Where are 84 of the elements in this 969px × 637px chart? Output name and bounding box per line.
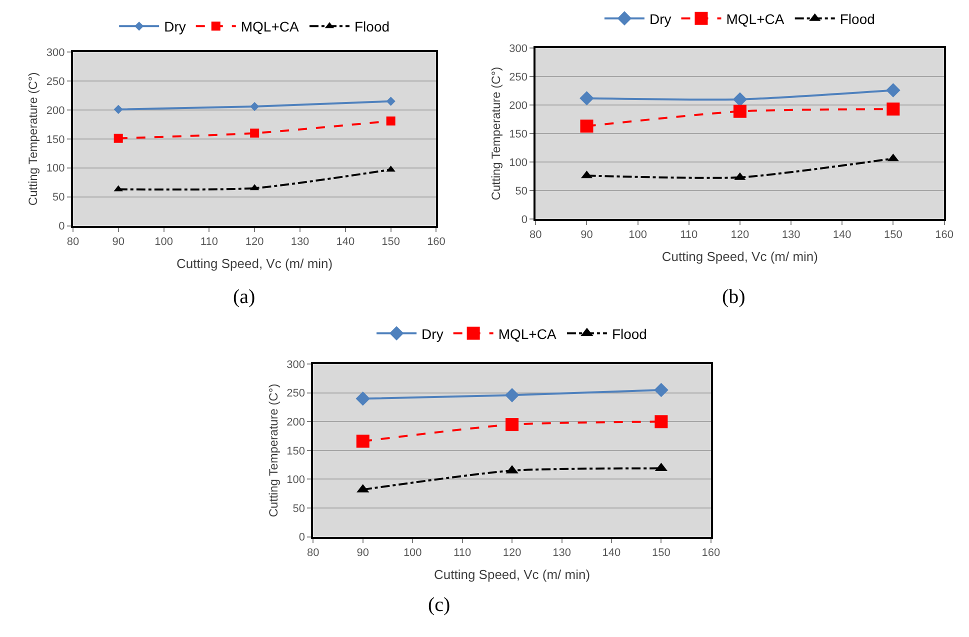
x-tick-label: 150: [652, 546, 670, 559]
x-tick-label: 100: [154, 236, 173, 248]
x-tick-label: 160: [935, 229, 954, 242]
point: [654, 415, 668, 428]
point: [580, 91, 594, 106]
y-tick-label: 100: [509, 156, 528, 169]
y-tick-label: 300: [509, 43, 528, 56]
y-tick-label: 200: [509, 100, 528, 112]
x-tick-label: 120: [730, 229, 750, 242]
point: [356, 391, 370, 406]
y-tick-label: 150: [509, 128, 528, 140]
point: [114, 104, 123, 114]
y-tick-label: 100: [46, 162, 65, 175]
x-tick-label: 90: [356, 546, 370, 559]
point: [250, 128, 260, 138]
y-axis-title: Cutting Temperature (C°): [266, 384, 280, 518]
legend-label: MQL+CA: [240, 18, 300, 35]
legend-label: Flood: [840, 10, 875, 27]
y-tick-label: 300: [286, 358, 305, 371]
x-tick-label: 150: [382, 236, 400, 248]
x-tick-label: 150: [884, 229, 902, 242]
y-axis-title: Cutting Temperature (C°): [488, 66, 503, 200]
y-tick-label: 100: [286, 474, 305, 486]
y-tick-label: 0: [521, 214, 528, 226]
x-tick-label: 160: [702, 546, 720, 559]
y-tick-label: 0: [298, 532, 305, 544]
y-tick-label: 0: [58, 220, 65, 233]
legend-label: MQL+CA: [498, 326, 557, 342]
x-tick-label: 90: [580, 229, 593, 242]
x-tick-label: 120: [245, 236, 264, 248]
y-tick-label: 300: [46, 46, 65, 59]
point: [356, 434, 370, 448]
x-tick-label: 80: [66, 236, 80, 248]
x-tick-label: 80: [307, 546, 320, 559]
text: (c): [428, 594, 450, 616]
x-tick-label: 130: [782, 229, 800, 242]
y-tick-label: 250: [46, 76, 65, 88]
point: [732, 92, 748, 107]
point: [386, 116, 396, 126]
x-tick-label: 90: [112, 236, 124, 248]
y-tick-label: 250: [286, 388, 305, 400]
x-tick-label: 80: [530, 229, 542, 242]
y-tick-label: 150: [46, 134, 65, 146]
point: [654, 382, 668, 398]
legend-label: Flood: [354, 18, 390, 35]
x-tick-label: 160: [427, 236, 446, 248]
point: [580, 120, 594, 133]
y-tick-label: 200: [286, 416, 305, 429]
text: (b): [722, 286, 746, 308]
x-axis-title: Cutting Speed, Vc (m/ min): [662, 249, 818, 264]
legend-label: Dry: [164, 18, 186, 35]
legend-label: MQL+CA: [726, 10, 785, 27]
point: [250, 102, 260, 112]
x-axis-title: Cutting Speed, Vc (m/ min): [434, 567, 590, 582]
y-tick-label: 150: [286, 445, 305, 458]
x-tick-label: 120: [502, 546, 522, 559]
x-tick-label: 140: [336, 236, 355, 248]
y-tick-label: 200: [46, 104, 65, 117]
point: [386, 96, 396, 106]
text: (a): [233, 286, 256, 308]
legend-label: Flood: [612, 326, 647, 342]
point: [886, 83, 900, 98]
x-tick-label: 130: [290, 236, 310, 248]
point: [886, 102, 900, 116]
x-tick-label: 100: [403, 546, 422, 559]
x-tick-label: 140: [602, 546, 621, 559]
y-tick-label: 50: [292, 502, 305, 515]
x-tick-label: 110: [680, 229, 698, 242]
x-axis-title: Cutting Speed, Vc (m/ min): [176, 256, 333, 272]
legend-label: Dry: [649, 10, 672, 27]
y-axis-title: Cutting Temperature (C°): [26, 72, 40, 206]
point: [114, 134, 123, 143]
x-tick-label: 100: [628, 229, 647, 242]
y-tick-label: 50: [52, 192, 65, 204]
y-tick-label: 250: [509, 71, 528, 84]
x-tick-label: 140: [832, 229, 852, 242]
point: [506, 418, 519, 432]
x-tick-label: 130: [552, 546, 571, 559]
x-tick-label: 110: [200, 236, 218, 248]
x-tick-label: 110: [454, 546, 472, 559]
y-tick-label: 50: [515, 185, 528, 198]
point: [733, 104, 746, 118]
legend-label: Dry: [422, 326, 444, 342]
point: [504, 388, 520, 402]
